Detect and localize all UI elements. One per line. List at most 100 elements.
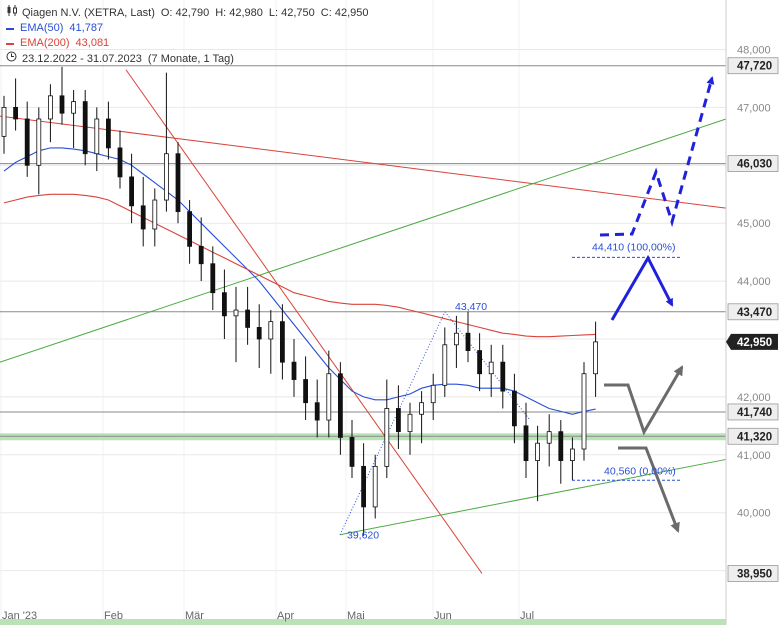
candle — [106, 101, 111, 160]
price-level-tag — [727, 155, 779, 172]
candle-body — [59, 95, 65, 114]
candle-body — [187, 211, 193, 247]
y-tick-label: 44,000 — [737, 276, 771, 288]
candle — [129, 153, 135, 224]
candle-body — [372, 465, 378, 508]
bottom-band — [0, 619, 726, 625]
x-tick-label: Apr — [277, 610, 294, 622]
y-tick-label: 45,000 — [737, 218, 771, 230]
candle — [1, 95, 7, 154]
candle — [465, 311, 471, 363]
ohlc-open: O: 42,790 — [160, 6, 210, 19]
candle — [546, 414, 552, 467]
candle — [419, 391, 425, 444]
gray-forecast-arrow-up — [604, 365, 684, 436]
annotation-label: 44,410 (100,00%) — [592, 241, 675, 253]
price-level-tag — [727, 303, 779, 321]
candle-body — [82, 101, 88, 155]
candle — [535, 425, 540, 502]
candle — [512, 373, 517, 444]
candle-body — [535, 442, 540, 461]
candle-body — [106, 118, 111, 149]
candle-body — [558, 431, 564, 461]
x-tick-label: Jun — [434, 610, 452, 622]
blue-dashed-forecast-arrow — [599, 76, 715, 237]
candle — [140, 176, 146, 247]
candle — [175, 142, 181, 224]
candle — [500, 344, 506, 409]
red-trendline-upper — [0, 115, 727, 209]
candle-body — [175, 153, 181, 213]
candle — [442, 327, 448, 397]
ema-lines — [3, 147, 596, 415]
candle — [314, 379, 320, 438]
candle-body — [384, 408, 390, 467]
candles — [1, 66, 598, 536]
annotation-label: 43,470 — [455, 301, 487, 313]
candle — [187, 200, 193, 264]
candle-body — [593, 341, 598, 375]
candle-body — [279, 321, 285, 363]
x-axis: Jan '23 Feb Mär Apr Mai Jun Jul — [2, 610, 534, 622]
green-trendline-lower — [339, 458, 727, 536]
candle — [430, 373, 436, 421]
period-detail: (7 Monate, 1 Tag) — [147, 52, 234, 65]
ema50-value: 41,787 — [69, 22, 104, 34]
candle — [279, 304, 285, 380]
candle-body — [488, 361, 494, 375]
candle-body — [477, 350, 483, 375]
legend-ema200: EMA(200) 43,081 — [6, 36, 368, 51]
blue-forecast-arrow — [610, 254, 674, 321]
last-price-tag — [726, 333, 778, 350]
legend-period: 23.12.2022 - 31.07.2023 (7 Monate, 1 Tag… — [6, 51, 368, 67]
candle-body — [268, 321, 274, 340]
candle — [117, 130, 123, 189]
candle — [523, 402, 529, 478]
annotation-label: 39,620 — [347, 530, 379, 542]
y-tick-label: 41,000 — [737, 450, 771, 462]
candle — [48, 84, 53, 143]
green-trendline-upper — [0, 118, 727, 363]
candle-body — [546, 431, 552, 444]
candle-body — [303, 379, 309, 404]
candle-body — [221, 292, 227, 317]
price-level-label: 41,320 — [737, 431, 772, 443]
candle-body — [361, 465, 367, 508]
price-level-label: 43,470 — [737, 307, 772, 319]
candle-body — [152, 199, 158, 230]
candle-body — [1, 107, 7, 137]
ohlc-high: H: 42,980 — [215, 6, 263, 19]
candle-body — [581, 373, 587, 450]
candle-body — [24, 118, 30, 166]
y-tick-label: 40,000 — [737, 508, 771, 520]
ema200-label: EMA(200) — [20, 37, 70, 49]
candle — [303, 356, 309, 421]
candle — [24, 101, 30, 177]
candle — [152, 188, 158, 247]
candle-body — [337, 373, 343, 438]
candle — [268, 310, 274, 374]
candle — [210, 246, 216, 311]
candle — [221, 269, 227, 339]
candle — [361, 443, 367, 536]
candle — [198, 217, 204, 282]
ema200-swatch — [6, 42, 14, 45]
candle-body — [198, 245, 204, 265]
x-tick-label: Jul — [520, 610, 534, 622]
y-tick-label: 48,000 — [737, 45, 771, 57]
instrument-title: Qiagen N.V. (XETRA, Last) — [22, 6, 155, 19]
candle-body — [326, 373, 332, 421]
candle — [570, 437, 575, 481]
price-level-label: 38,950 — [737, 568, 772, 580]
candle-body — [36, 118, 42, 166]
candle-body — [407, 413, 413, 433]
trendlines — [0, 69, 727, 574]
candle-body — [117, 147, 123, 178]
price-level-label: 47,720 — [737, 61, 772, 73]
annotations: 43,470 39,620 44,410 (100,00%) 40,560 (0,00… — [347, 241, 676, 541]
price-level-tag — [727, 565, 779, 582]
candle — [453, 315, 459, 368]
price-level-label: 46,030 — [737, 159, 772, 171]
ohlc-low: L: 42,750 — [268, 6, 315, 19]
